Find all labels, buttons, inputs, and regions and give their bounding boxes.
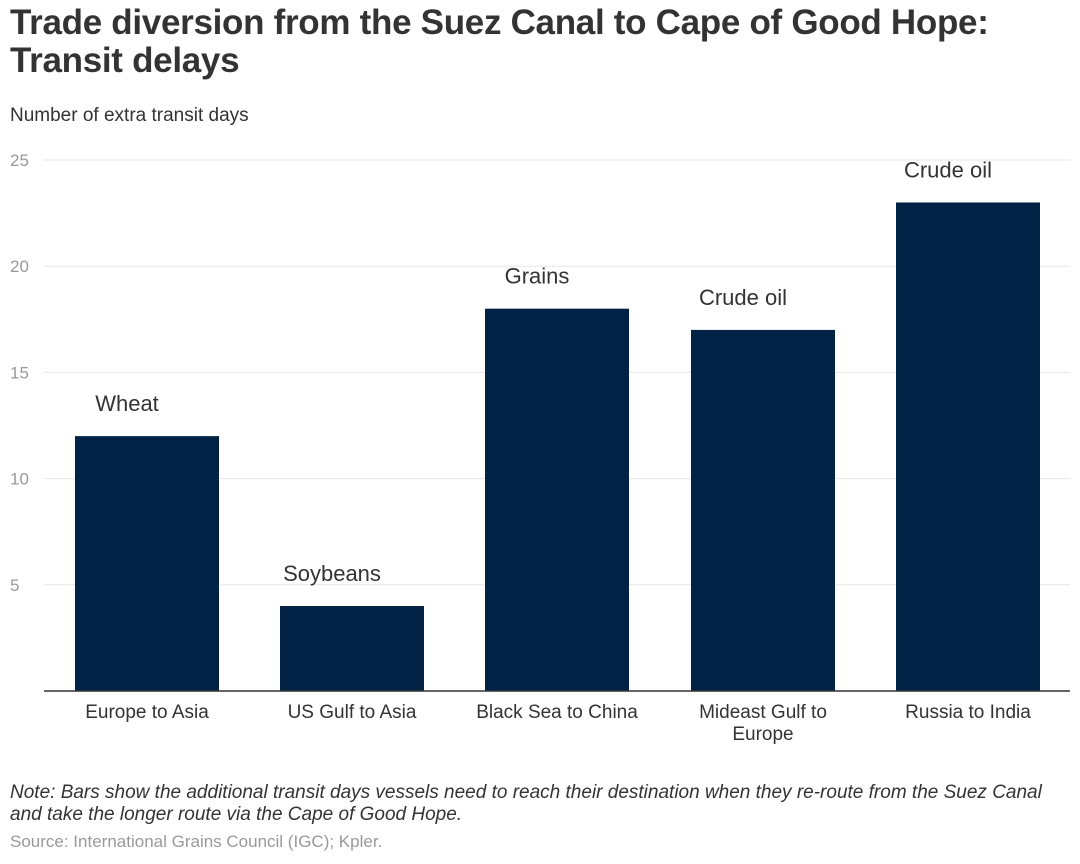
x-category-label: US Gulf to Asia (288, 702, 417, 723)
bar (485, 308, 629, 691)
y-tick-label: 25 (10, 151, 29, 170)
x-category-label: Mideast Gulf to Europe (699, 702, 827, 745)
x-category-label: Black Sea to China (476, 702, 638, 723)
x-category-label: Russia to India (905, 702, 1031, 723)
chart-source: Source: International Grains Council (IG… (10, 832, 383, 851)
bar (896, 202, 1040, 692)
y-axis-subtitle: Number of extra transit days (10, 105, 249, 126)
bar (691, 329, 835, 691)
y-tick-label: 10 (10, 470, 29, 489)
y-tick-label: 5 (10, 576, 19, 595)
bar (280, 606, 424, 691)
y-tick-label: 20 (10, 257, 29, 276)
bar (75, 436, 219, 691)
x-category-label: Europe to Asia (85, 702, 209, 723)
chart-note: Note: Bars show the additional transit d… (10, 782, 1042, 825)
bar-data-label: Soybeans (283, 561, 381, 586)
y-tick-label: 15 (10, 363, 29, 382)
bar-data-label: Grains (505, 264, 570, 289)
bar-data-label: Crude oil (904, 157, 992, 182)
chart-title: Trade diversion from the Suez Canal to C… (10, 3, 989, 80)
bar-chart: 5 10 15 20 25 Wheat Soybeans Grains Crude oil Cru… (10, 151, 1070, 745)
bar-data-label: Wheat (95, 391, 159, 416)
bar-data-label: Crude oil (699, 285, 787, 310)
